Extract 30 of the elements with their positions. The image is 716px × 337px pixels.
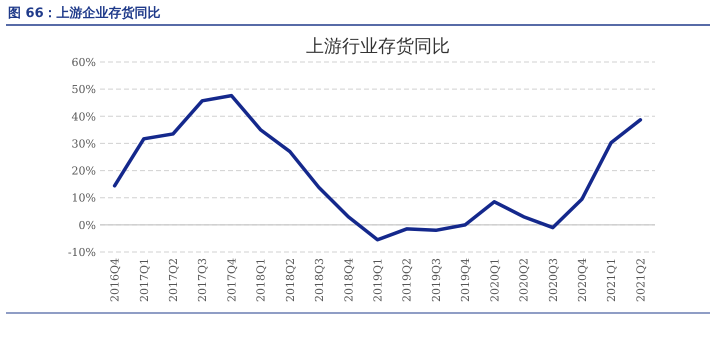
y-tick-label: 10% bbox=[72, 192, 96, 205]
x-tick-label: 2017Q1 bbox=[138, 258, 151, 302]
y-tick-label: 0% bbox=[78, 218, 96, 232]
chart-title: 图 66：上游企业存货同比 bbox=[8, 5, 161, 21]
chart-subtitle: 上游行业存货同比 bbox=[306, 36, 450, 57]
y-tick-label: -10% bbox=[68, 246, 96, 259]
x-tick-label: 2017Q3 bbox=[196, 258, 210, 302]
x-tick-label: 2021Q1 bbox=[605, 258, 618, 302]
line-series bbox=[112, 94, 642, 242]
x-tick-label: 2019Q4 bbox=[459, 258, 472, 302]
x-tick-label: 2020Q2 bbox=[518, 258, 531, 302]
x-tick-label: 2018Q3 bbox=[313, 258, 326, 302]
x-tick-label: 2021Q2 bbox=[634, 258, 648, 302]
x-tick-label: 2018Q2 bbox=[284, 258, 297, 302]
x-tick-label: 2019Q2 bbox=[400, 258, 414, 302]
x-tick-label: 2018Q1 bbox=[254, 258, 268, 302]
y-tick-label: 40% bbox=[72, 110, 96, 124]
x-tick-label: 2017Q4 bbox=[225, 258, 238, 302]
y-tick-label: 20% bbox=[72, 164, 96, 178]
y-tick-label: 50% bbox=[72, 83, 96, 96]
x-tick-label: 2020Q3 bbox=[546, 258, 560, 302]
y-tick-label: 30% bbox=[72, 137, 96, 150]
x-tick-label: 2019Q1 bbox=[372, 258, 384, 302]
x-tick-label: 2018Q4 bbox=[342, 258, 356, 302]
x-tick-label: 2019Q3 bbox=[430, 258, 443, 302]
x-tick-label: 2017Q2 bbox=[167, 258, 180, 302]
x-tick-label: 2020Q4 bbox=[576, 258, 589, 302]
x-tick-label: 2016Q4 bbox=[108, 258, 122, 302]
y-tick-label: 60% bbox=[72, 56, 96, 69]
x-tick-label: 2020Q1 bbox=[488, 258, 502, 302]
